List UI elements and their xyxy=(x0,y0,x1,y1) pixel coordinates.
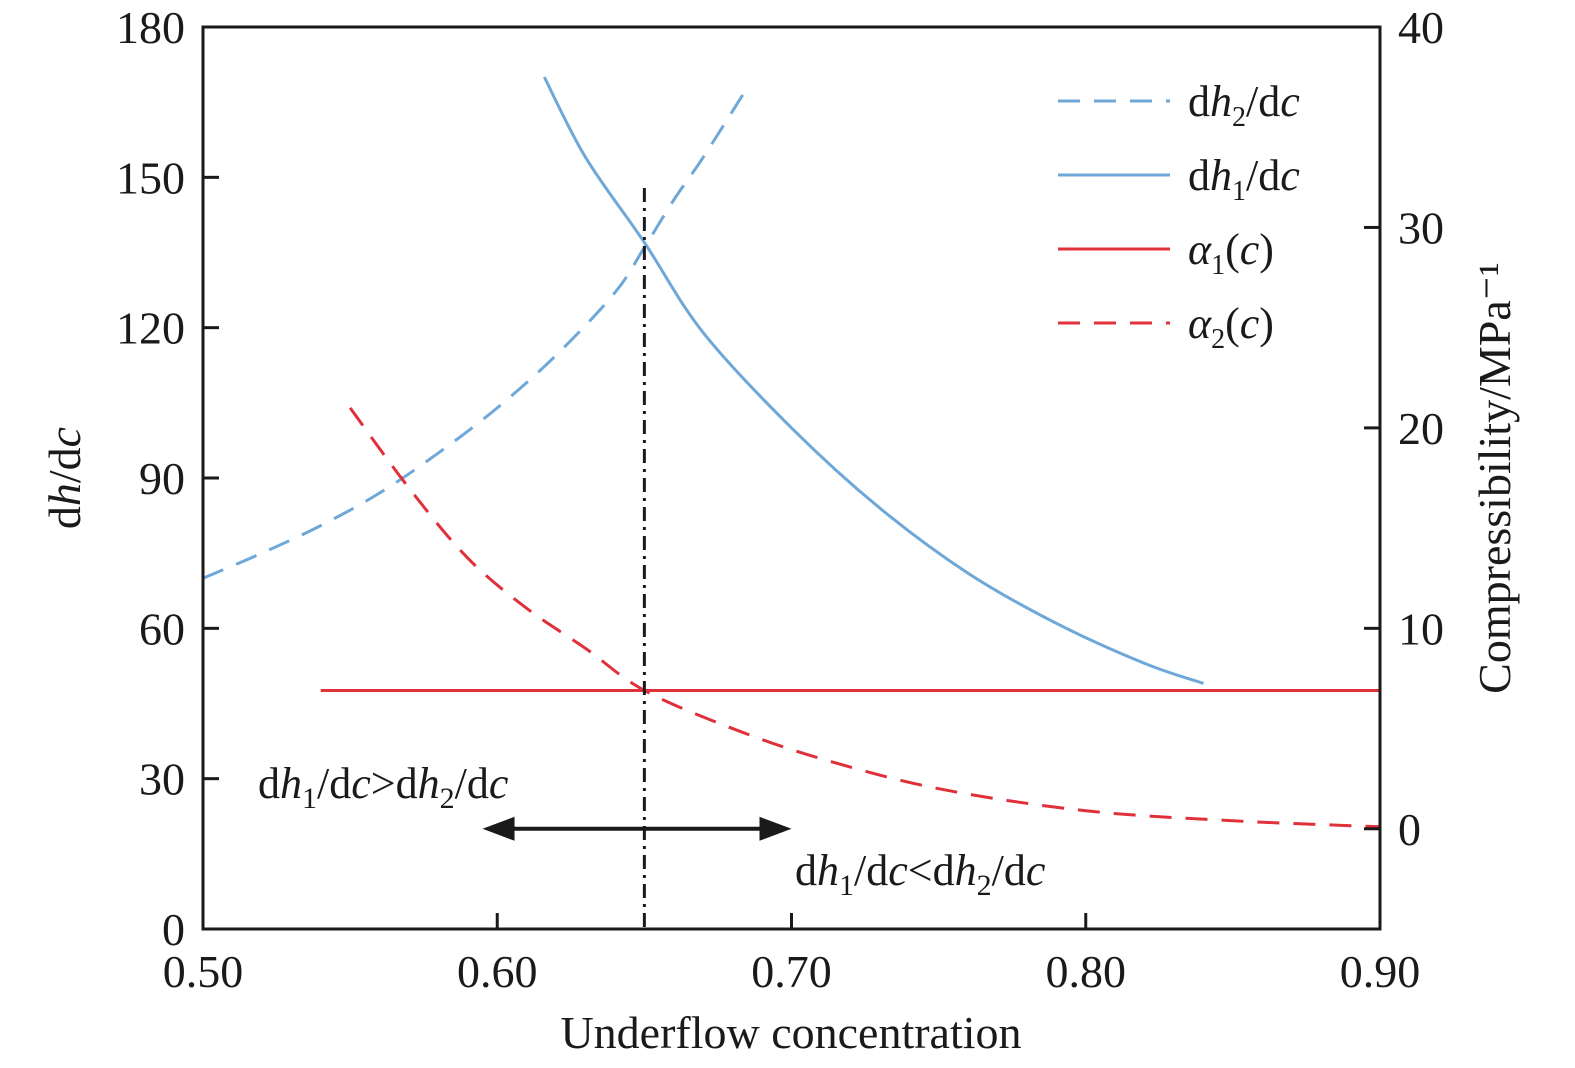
annotation-left: dh1/dc>dh2/dc xyxy=(258,759,509,815)
x-axis-title: Underflow concentration xyxy=(560,1007,1021,1058)
series-line-1 xyxy=(202,91,746,580)
series-line-4 xyxy=(348,406,1381,829)
annotation-layer xyxy=(482,188,792,929)
x-tick-label: 0.50 xyxy=(163,946,244,997)
x-tick-label: 0.80 xyxy=(1046,946,1127,997)
annotation-right: dh1/dc<dh2/dc xyxy=(795,846,1046,902)
x-tick-label: 0.70 xyxy=(751,946,832,997)
arrow-head-right xyxy=(759,816,792,841)
y-axis-title: dh/dc xyxy=(39,427,90,529)
y-tick-label: 0 xyxy=(162,904,185,955)
series-layer xyxy=(202,76,1381,829)
y-tick-label: 180 xyxy=(116,2,185,53)
arrow-head-left xyxy=(482,816,515,841)
y2-tick-label: 40 xyxy=(1398,2,1444,53)
y-tick-label: 120 xyxy=(116,303,185,354)
x-tick-label: 0.60 xyxy=(457,946,538,997)
y2-axis-title: Compressibility/MPa⁻¹ xyxy=(1469,262,1520,694)
y-axis-left: 0 30 60 90 120 150 180 xyxy=(116,2,219,955)
y-tick-label: 30 xyxy=(139,754,185,805)
x-tick-label: 0.90 xyxy=(1340,946,1421,997)
legend-label-3: α1(c) xyxy=(1188,225,1274,281)
y2-tick-label: 20 xyxy=(1398,403,1444,454)
y2-tick-label: 30 xyxy=(1398,202,1444,253)
y-tick-label: 150 xyxy=(116,152,185,203)
y-tick-label: 90 xyxy=(139,453,185,504)
y2-tick-label: 0 xyxy=(1398,804,1421,855)
y-axis-right: 0 10 20 30 40 xyxy=(1364,2,1444,855)
series-line-2 xyxy=(542,76,1204,685)
legend: dh2/dc dh1/dc α1(c) α2(c) xyxy=(1058,77,1300,355)
legend-label-1: dh2/dc xyxy=(1188,77,1300,133)
y2-tick-label: 10 xyxy=(1398,603,1444,654)
x-axis: 0.50 0.60 0.70 0.80 0.90 xyxy=(163,913,1421,997)
legend-label-4: α2(c) xyxy=(1188,299,1274,355)
legend-label-2: dh1/dc xyxy=(1188,151,1300,207)
y-tick-label: 60 xyxy=(139,603,185,654)
